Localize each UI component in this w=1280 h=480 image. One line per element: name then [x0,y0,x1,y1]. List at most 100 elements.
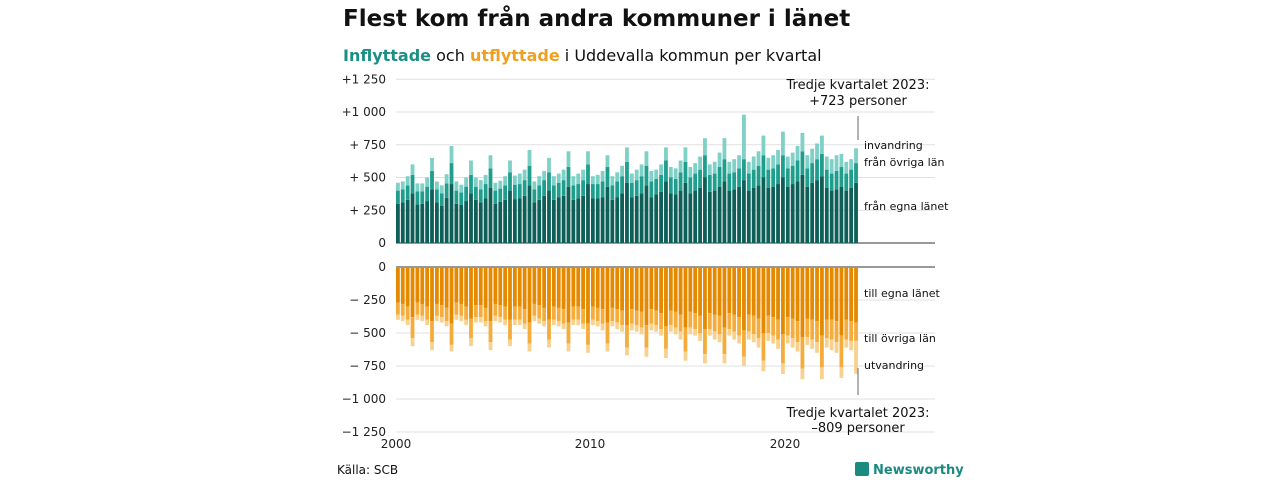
bar-bottom-segment [829,267,834,320]
bar-top-segment [693,173,698,191]
bar-bottom-segment [415,267,420,303]
bar-top-segment [605,167,610,187]
bar-top-segment [654,178,659,195]
bar-bottom-segment [449,323,454,345]
bar-bottom-segment [727,329,732,336]
bar-bottom-segment [717,315,722,335]
bar-bottom-segment [556,267,561,308]
bar-bottom-segment [576,319,581,326]
bar-bottom-segment [400,303,405,316]
bar-top-segment [742,180,746,243]
bar-bottom-segment [625,325,629,348]
bar-bottom-segment [751,334,756,343]
bar-bottom-segment [644,347,649,357]
bar-top-segment [732,189,737,243]
bar-bottom-segment [654,325,659,332]
bar-bottom-segment [464,306,469,320]
bar-bottom-segment [727,267,732,314]
bar-top-segment [576,198,581,243]
bar-bottom-segment [405,319,410,326]
bar-bottom-segment [781,267,785,335]
bar-top-segment [707,174,712,192]
bar-bottom-segment [459,315,464,322]
bar-bottom-segment [629,309,634,324]
bar-bottom-segment [795,321,800,343]
bar-bottom-segment [776,319,780,340]
bar-bottom-segment [829,339,834,351]
bar-top-segment [464,186,469,202]
bar-bottom-segment [790,267,795,319]
bar-bottom-segment [683,327,688,352]
bar-top-segment [790,152,795,166]
bar-bottom-segment [849,340,854,351]
bar-top-segment [517,173,522,185]
bar-bottom-segment [634,267,639,311]
bar-top-segment [444,174,449,184]
bar-bottom-segment [586,344,590,353]
bar-top-segment [644,185,649,243]
bar-bottom-segment [430,321,434,343]
bar-bottom-segment [673,267,678,312]
bar-top-segment [678,160,683,173]
y-tick-label-top: + 250 [349,203,386,217]
y-tick-label-bottom: 0 [378,260,386,274]
bar-top-segment [751,187,756,243]
bar-top-segment [654,194,659,243]
bar-top-segment [449,184,454,243]
bar-top-segment [537,185,542,200]
y-tick-label-bottom: − 750 [349,359,386,373]
bar-top-segment [761,135,766,156]
bar-top-segment [688,167,693,178]
bar-bottom-segment [493,267,498,304]
bar-bottom-segment [396,267,400,303]
bar-bottom-segment [771,317,776,336]
bar-top-segment [761,155,766,178]
bar-top-segment [849,159,854,170]
x-tick-label: 2000 [381,437,412,451]
bar-top-segment [683,161,688,183]
bar-top-segment [698,187,702,243]
bar-bottom-segment [771,335,776,344]
bar-bottom-segment [493,315,498,322]
bar-bottom-segment [430,267,434,322]
series-label-top: invandring [864,139,923,152]
bar-bottom-segment [722,267,727,328]
bar-top-segment [683,182,688,243]
bar-bottom-segment [542,307,547,322]
bar-top-segment [605,155,610,168]
bar-top-segment [473,186,478,200]
bar-bottom-segment [644,267,649,326]
bar-bottom-segment [800,336,805,369]
bar-top-segment [410,174,415,194]
bar-bottom-segment [396,314,400,320]
bar-bottom-segment [668,325,673,332]
bar-bottom-segment [820,267,824,336]
bar-top-segment [527,185,532,243]
bar-bottom-segment [488,342,493,351]
bar-bottom-segment [469,338,473,347]
bar-bottom-segment [834,321,839,343]
bar-bottom-segment [566,267,571,323]
bar-bottom-segment [824,267,829,320]
bar-bottom-segment [746,331,751,340]
bar-top-segment [673,194,678,243]
bar-top-segment [483,198,488,243]
bar-bottom-segment [824,319,829,339]
bar-top-segment [722,181,727,243]
bar-top-segment [581,180,586,196]
series-label-top: från övriga län [864,156,944,169]
bar-bottom-segment [688,327,693,335]
bar-bottom-segment [766,315,771,333]
bar-bottom-segment [722,327,727,355]
bar-top-segment [766,187,771,243]
bar-top-segment [737,155,741,169]
bar-bottom-segment [434,267,439,304]
bar-top-segment [439,193,444,206]
bar-top-segment [625,161,629,183]
bar-top-segment [722,138,727,160]
bar-bottom-segment [581,267,586,310]
bar-bottom-segment [625,267,629,326]
bar-top-segment [590,198,595,243]
bar-bottom-segment [834,342,839,353]
bar-bottom-segment [542,321,547,327]
